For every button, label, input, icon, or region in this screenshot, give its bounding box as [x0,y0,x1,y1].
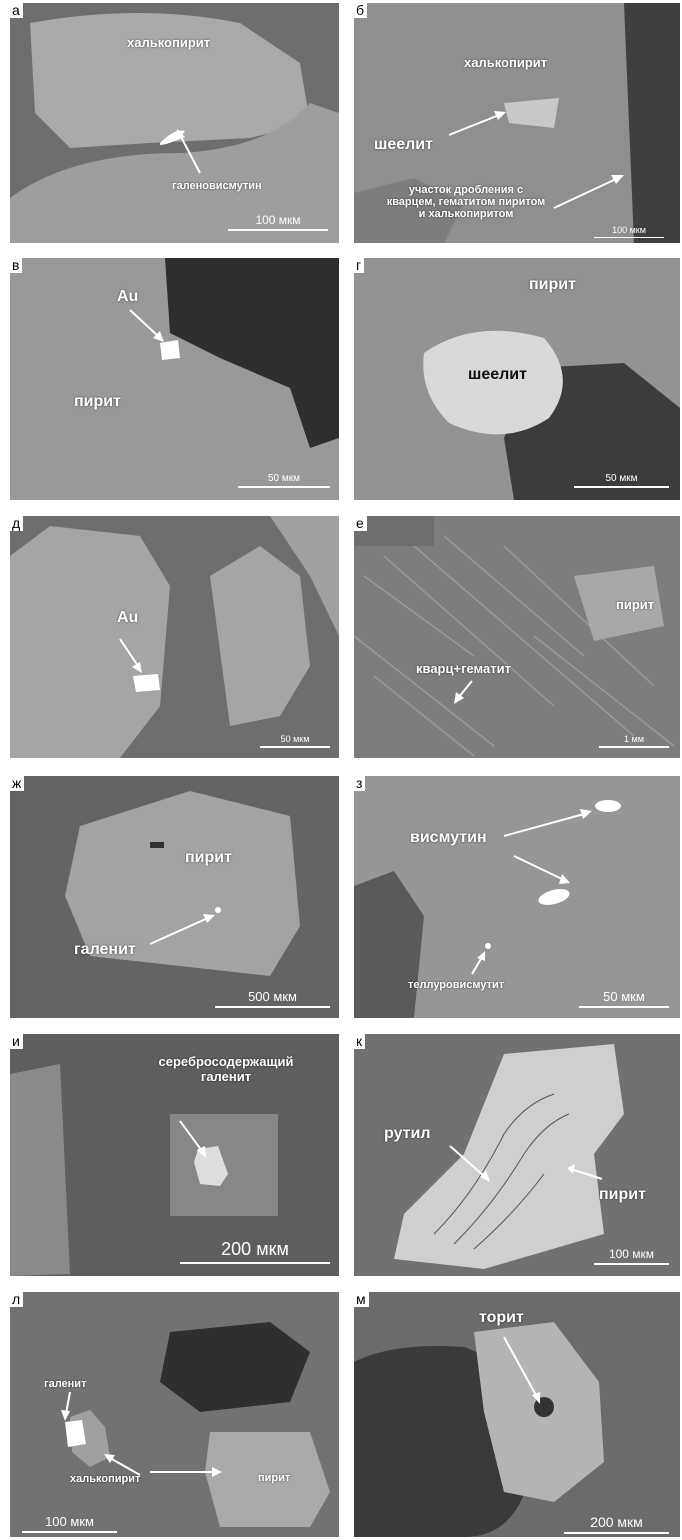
panel-z: з висмутин теллуровисмутит 50 мкм [354,776,680,1018]
scale-line [260,746,330,748]
scale-label: 50 мкм [603,989,645,1004]
scale-bar: 50 мкм [260,734,330,748]
scale-line [564,1532,669,1534]
panel-a: а халькопирит галеновисмутин 100 мкм [10,3,339,243]
scale-bar: 100 мкм [594,225,664,238]
mineral-label-galenobismutite: галеновисмутин [172,180,262,192]
scale-label: 1 мм [624,734,644,744]
panel-i: и серебросодержащий галенит 200 мкм [10,1034,339,1276]
panel-letter: л [10,1292,24,1307]
panel-letter: б [354,3,368,18]
scale-line [215,1006,330,1008]
scale-line [594,1263,669,1265]
mineral-label-pyrite: пирит [616,597,655,612]
scale-bar: 500 мкм [215,989,330,1008]
scale-label: 50 мкм [605,473,638,484]
panel-letter: а [10,3,23,18]
scale-bar: 50 мкм [574,473,669,488]
panel-k: к рутил пирит 100 мкм [354,1034,680,1276]
mineral-label-tellurobismuthite: теллуровисмутит [408,979,505,991]
micrograph-l [10,1292,339,1537]
panel-letter: е [354,516,367,531]
panel-letter: д [10,516,24,531]
scale-bar: 100 мкм [594,1247,669,1265]
scale-line [574,486,669,488]
mineral-label-chalcopyrite: халькопирит [127,35,211,50]
mineral-label-galena: галенит [44,1378,87,1390]
panel-v: в Au пирит 50 мкм [10,258,339,500]
panel-e: е пирит кварц+гематит 1 мм [354,516,680,758]
mineral-label-pyrite: пирит [185,849,232,866]
mineral-label-galena: галенит [74,941,136,958]
mineral-label-scheelite: шеелит [468,366,527,383]
scale-bar: 1 мм [599,734,669,748]
panel-letter: и [10,1034,23,1049]
mineral-label-thorite: торит [479,1309,524,1326]
micrograph-d [10,516,339,758]
micrograph-z [354,776,680,1018]
micrograph-e [354,516,680,758]
scale-bar: 200 мкм [564,1514,669,1534]
scale-label: 200 мкм [590,1514,643,1530]
mineral-label-bismuthinite: висмутин [410,829,487,846]
mineral-label-pyrite: пирит [74,393,121,410]
scale-bar: 100 мкм [228,213,328,231]
scale-label: 100 мкм [612,225,646,235]
micrograph-zh [10,776,339,1018]
scale-label: 50 мкм [280,734,310,744]
mineral-label-rutile: рутил [384,1125,431,1142]
scale-bar: 100 мкм [22,1514,117,1533]
micrograph-a [10,3,339,243]
mineral-label-chalcopyrite: халькопирит [70,1473,141,1485]
panel-d: д Au 50 мкм [10,516,339,758]
scale-line [238,486,330,488]
panel-b: б халькопирит шеелит участок дробления с… [354,3,680,243]
panel-letter: к [354,1034,366,1049]
scale-label: 50 мкм [267,473,301,484]
scale-bar: 50 мкм [238,473,330,488]
mineral-label-gold: Au [117,609,139,626]
panel-zh: ж пирит галенит 500 мкм [10,776,339,1018]
mineral-label-pyrite: пирит [599,1186,646,1203]
scale-line [579,1006,669,1008]
panel-letter: з [354,776,366,791]
micrograph-b [354,3,680,243]
panel-letter: ж [10,776,25,791]
micrograph-v [10,258,339,500]
scale-bar: 50 мкм [579,989,669,1008]
mineral-label-chalcopyrite: халькопирит [464,55,548,70]
panel-g: г пирит шеелит 50 мкм [354,258,680,500]
mineral-label-scheelite: шеелит [374,136,433,153]
mineral-label-pyrite: пирит [258,1472,291,1484]
mineral-label-silver-galena: серебросодержащий галенит [158,1054,294,1084]
micrograph-g [354,258,680,500]
panel-m: м торит 200 мкм [354,1292,680,1537]
scale-label: 100 мкм [45,1514,94,1529]
mineral-label-crushing-zone: участок дробления с кварцем, гематитом п… [386,184,546,220]
panel-letter: м [354,1292,369,1307]
panel-letter: г [354,258,365,273]
scale-line [594,237,664,238]
mineral-label-gold: Au [117,288,139,305]
micrograph-k [354,1034,680,1276]
scale-line [180,1262,330,1264]
panel-letter: в [10,258,23,273]
scale-label: 100 мкм [608,1247,655,1261]
mineral-label-pyrite: пирит [529,276,576,293]
micrograph-m [354,1292,680,1537]
scale-line [228,229,328,231]
mineral-label-quartz-hematite: кварц+гематит [416,661,511,676]
scale-bar: 200 мкм [180,1239,330,1264]
scale-label: 200 мкм [221,1239,289,1259]
panel-l: л галенит халькопирит пирит 100 мкм [10,1292,339,1537]
scale-label: 100 мкм [255,213,301,227]
scale-line [599,746,669,748]
scale-line [22,1531,117,1533]
scale-label: 500 мкм [248,989,297,1004]
